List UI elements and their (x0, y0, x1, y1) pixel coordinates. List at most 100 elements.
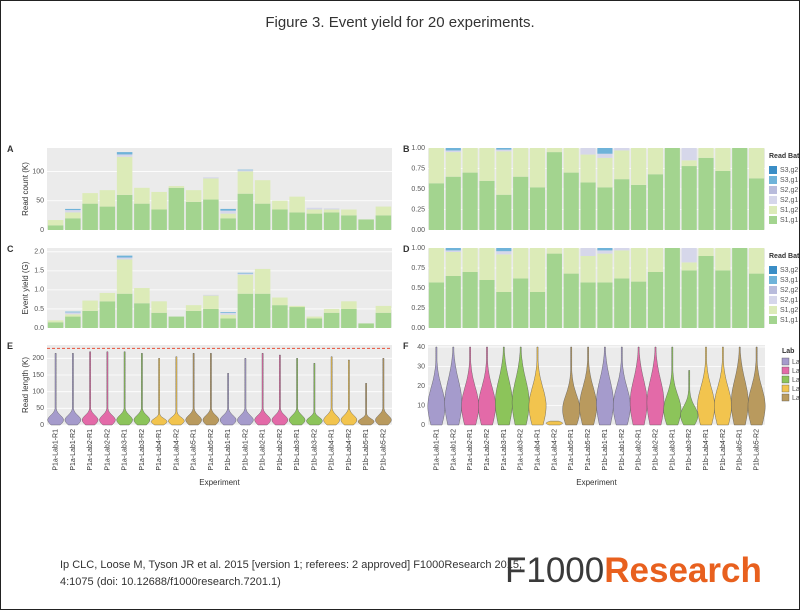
bar-segment (546, 248, 562, 254)
bar-segment (614, 278, 630, 328)
bar-segment (748, 248, 765, 274)
bar-segment (496, 248, 512, 252)
bar-segment (65, 311, 81, 313)
bar-segment (681, 262, 697, 271)
legend-label: S2,g2 (780, 287, 798, 294)
bar-segment (614, 150, 630, 180)
bar-segment (237, 170, 254, 172)
legend-swatch (769, 296, 777, 304)
bar-segment (185, 310, 202, 328)
bar-segment (462, 248, 478, 272)
bar-segment (237, 169, 254, 171)
bar-segment (323, 209, 340, 213)
x-tick-label: P1b-Lab2-R2 (652, 429, 659, 471)
legend-swatch (781, 384, 790, 393)
x-tick-label: P1a-Lab2-R2 (104, 429, 111, 471)
bar-segment (151, 209, 167, 230)
bar-segment (496, 194, 512, 230)
violin (528, 346, 547, 426)
legend-label: S3,g1 (780, 177, 798, 184)
legend-label: S2,g2 (780, 187, 798, 194)
bar-segment (445, 150, 461, 153)
violin (478, 346, 496, 426)
bar-segment (151, 191, 167, 210)
x-tick-label: P1b-Lab3-R2 (686, 429, 693, 471)
panel-label: A (7, 144, 14, 154)
y-tick-label: 0.75 (411, 165, 425, 172)
bar-segment (698, 148, 714, 158)
y-tick-label: 0.0 (34, 325, 44, 332)
bar-segment (445, 176, 461, 230)
violin (99, 351, 116, 426)
x-tick-label: P1a-Lab4-R2 (173, 429, 180, 471)
panel-label: F (403, 341, 409, 351)
x-tick-label: P1a-Lab2-R1 (467, 429, 474, 471)
bar-segment (445, 248, 461, 251)
bar-segment (631, 148, 647, 185)
bar-segment (203, 294, 219, 296)
logo-right: Research (604, 551, 762, 590)
bar-segment (65, 316, 81, 328)
bar-segment (341, 308, 357, 328)
legend-label: S3,g2 (780, 267, 798, 274)
legend-swatch (769, 276, 777, 284)
bar-segment (445, 252, 461, 276)
bar-segment (254, 180, 271, 204)
legend-label: S2,g1 (780, 197, 798, 204)
bar-segment (496, 148, 512, 150)
legend-swatch (781, 357, 790, 366)
bar-segment (116, 257, 133, 260)
bar-segment (681, 166, 697, 230)
legend-label: S3,g2 (780, 167, 798, 174)
y-tick-label: 50 (36, 405, 44, 412)
y-tick-label: 100 (32, 389, 44, 396)
bar-segment (631, 281, 647, 328)
violin (306, 363, 323, 426)
y-tick-label: 0.25 (411, 206, 425, 213)
bar-segment (323, 308, 340, 313)
bar-segment (237, 193, 254, 230)
bar-segment (647, 174, 664, 230)
bar-segment (647, 248, 664, 272)
bar-segment (479, 248, 495, 280)
bar-segment (237, 272, 254, 274)
bar-segment (479, 148, 495, 181)
y-tick-label: 1.00 (411, 145, 425, 152)
x-tick-label: P1b-Lab3-R2 (311, 429, 318, 471)
bar-segment (254, 268, 271, 294)
bar-segment (185, 305, 202, 311)
legend-label: S1,g1 (780, 217, 798, 224)
legend-swatch (769, 176, 777, 184)
bar-segment (715, 148, 731, 171)
x-tick-label: P1b-Lab3-R1 (294, 429, 301, 471)
x-tick-label: P1b-Lab4-R2 (720, 429, 727, 471)
x-tick-label: P1b-Lab4-R1 (329, 429, 336, 471)
bar-segment (529, 187, 546, 230)
legend-swatch (781, 375, 790, 384)
bar-segment (99, 301, 116, 328)
panel-label: C (7, 244, 14, 254)
bar-segment (220, 312, 236, 315)
bar-segment (563, 148, 579, 173)
bar-segment (375, 305, 392, 313)
violin (511, 346, 530, 426)
bar-segment (254, 203, 271, 230)
violin (185, 353, 202, 426)
bar-segment (203, 177, 219, 179)
bar-segment (220, 218, 236, 230)
bar-segment (513, 248, 529, 279)
bar-segment (681, 270, 697, 328)
violin (427, 346, 446, 426)
violin (697, 346, 715, 426)
bar-segment (168, 316, 185, 328)
bar-segment (134, 187, 150, 204)
x-tick-label: P1a-Lab1-R1 (433, 429, 440, 471)
violin (562, 346, 581, 426)
x-tick-label: P1b-Lab1-R2 (619, 429, 626, 471)
bar-segment (358, 219, 374, 230)
y-tick-label: 0 (40, 227, 44, 234)
legend-label: Lab2 (792, 368, 800, 375)
bar-segment (272, 305, 288, 328)
y-tick-label: 10 (417, 402, 425, 409)
bar-segment (614, 179, 630, 230)
